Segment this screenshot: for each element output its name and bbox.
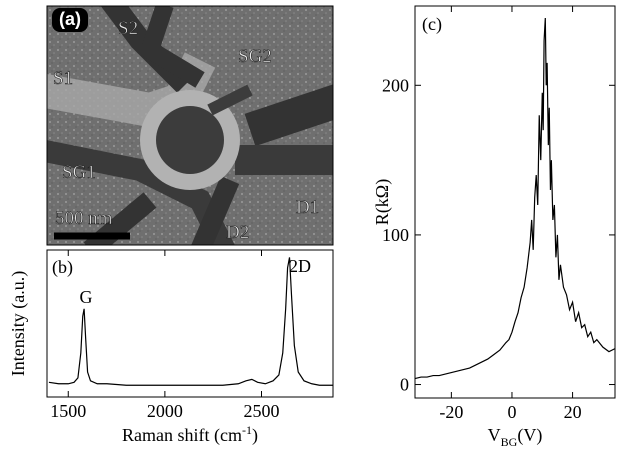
y-axis-label: Intensity (a.u.) <box>8 271 29 376</box>
region-label: D2 <box>226 222 249 243</box>
x-axis-label-part: (V) <box>517 425 542 446</box>
region-label: SG1 <box>62 162 96 183</box>
afm-image <box>47 6 333 245</box>
x-axis-label-part: -1 <box>242 423 252 437</box>
annotation: 2D <box>289 256 311 276</box>
y-tick-label: 100 <box>382 225 409 245</box>
x-tick-label: 2500 <box>244 401 280 421</box>
panel-label: (b) <box>52 257 73 278</box>
annotation: G <box>80 287 93 307</box>
panel-badge <box>52 8 88 32</box>
plot-frame <box>414 5 616 399</box>
region-label: S2 <box>118 18 138 39</box>
x-tick-label: 1500 <box>50 401 86 421</box>
x-tick-label: 0 <box>507 402 516 422</box>
x-axis-label-part: V <box>488 425 501 445</box>
x-axis-label-part: ) <box>252 425 258 446</box>
x-tick-label: -20 <box>439 402 463 422</box>
x-axis-label: Raman shift (cm-1) <box>122 423 258 446</box>
data-line <box>414 17 616 380</box>
x-tick-label: 20 <box>564 402 582 422</box>
x-tick-label: 2000 <box>147 401 183 421</box>
image-frame <box>46 5 334 246</box>
plot-frame <box>46 249 334 398</box>
scale-bar-label: 500 nm <box>55 208 113 229</box>
region-label: D1 <box>296 197 319 218</box>
data-line <box>48 257 333 386</box>
y-tick-label: 0 <box>400 375 409 395</box>
y-axis-label: R(kΩ) <box>372 179 393 225</box>
region-label: SG2 <box>238 46 272 67</box>
panel-label: (a) <box>59 9 81 29</box>
region-label: S1 <box>53 68 73 89</box>
y-tick-label: 200 <box>382 75 409 95</box>
x-axis-label-part: Raman shift (cm <box>122 425 242 446</box>
x-axis-label: VBG(V) <box>488 425 543 449</box>
x-axis-label-part: BG <box>501 435 518 449</box>
panel-label: (c) <box>422 14 442 35</box>
